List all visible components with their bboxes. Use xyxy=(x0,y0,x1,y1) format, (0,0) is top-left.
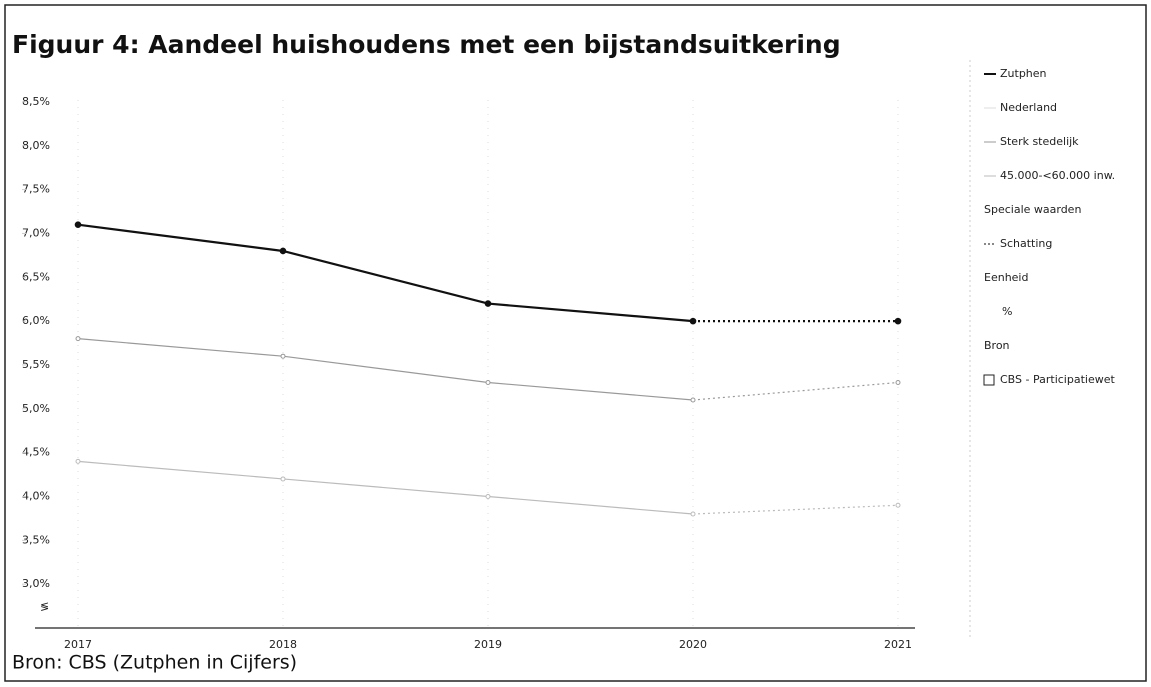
source: Bron: CBS (Zutphen in Cijfers) xyxy=(12,652,297,674)
data-point xyxy=(280,476,286,482)
y-tick-label: 4,5% xyxy=(22,446,50,459)
data-point xyxy=(894,317,902,325)
data-point xyxy=(690,397,696,403)
legend-label: Zutphen xyxy=(1000,67,1047,80)
legend-heading: Eenheid xyxy=(984,271,1028,284)
data-point xyxy=(75,336,81,342)
y-tick-label: 6,0% xyxy=(22,314,50,327)
legend-heading: Bron xyxy=(984,339,1010,352)
data-point xyxy=(485,493,491,499)
x-tick-label: 2020 xyxy=(679,638,707,651)
legend-heading: Speciale waarden xyxy=(984,203,1081,216)
estimate-line xyxy=(692,381,899,401)
legend-label: Sterk stedelijk xyxy=(1000,135,1079,148)
chart-title: Figuur 4: Aandeel huishoudens met een bi… xyxy=(12,30,841,59)
legend-item: Schatting xyxy=(1000,237,1052,250)
y-tick-label: 8,5% xyxy=(22,95,50,108)
data-point xyxy=(74,221,82,228)
legend-label: 45.000-<60.000 inw. xyxy=(1000,169,1115,182)
x-tick-label: 2018 xyxy=(269,638,297,651)
data-point xyxy=(895,379,901,385)
x-tick-label: 2019 xyxy=(474,638,502,651)
source-icon xyxy=(983,374,995,386)
y-tick-label: 3,5% xyxy=(22,533,50,546)
data-point xyxy=(75,458,81,464)
data-point xyxy=(895,502,901,508)
y-tick-label: 6,5% xyxy=(22,270,50,283)
data-point xyxy=(689,317,697,325)
y-tick-label: 7,5% xyxy=(22,183,50,196)
y-tick-label: 5,5% xyxy=(22,358,50,371)
data-point xyxy=(280,353,286,359)
data-point xyxy=(484,300,492,307)
axis-break: ≶ xyxy=(40,600,49,613)
data-point xyxy=(690,511,696,517)
legend-label: Nederland xyxy=(1000,101,1057,114)
data-point xyxy=(279,247,287,255)
data-point xyxy=(485,379,491,385)
series-line xyxy=(77,460,694,515)
y-tick-label: 5,0% xyxy=(22,402,50,415)
y-tick-label: 4,0% xyxy=(22,489,50,502)
legend-item: CBS - Participatiewet xyxy=(1000,373,1115,386)
y-tick-label: 7,0% xyxy=(22,226,50,239)
series-line xyxy=(77,338,694,401)
y-tick-label: 8,0% xyxy=(22,139,50,152)
y-tick-label: 3,0% xyxy=(22,577,50,590)
legend-item: % xyxy=(1002,305,1012,318)
series-line xyxy=(77,223,694,323)
x-tick-label: 2021 xyxy=(884,638,912,651)
estimate-line xyxy=(692,504,899,515)
x-tick-label: 2017 xyxy=(64,638,92,651)
frame xyxy=(4,4,1147,682)
